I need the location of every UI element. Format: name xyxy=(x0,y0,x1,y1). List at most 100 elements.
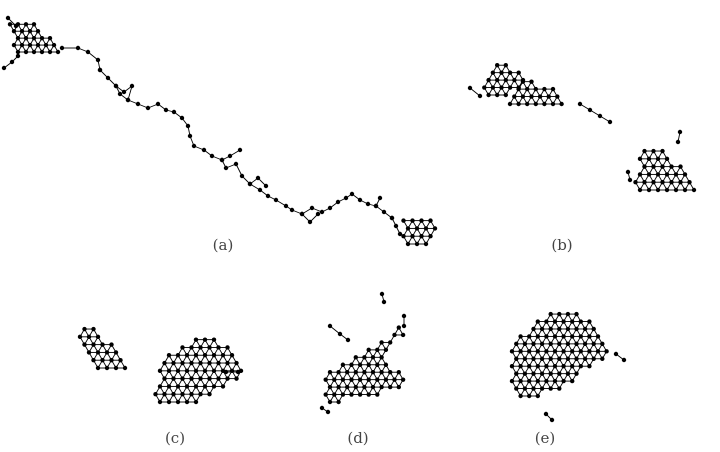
site-node xyxy=(325,409,331,415)
site-node xyxy=(357,377,363,382)
site-node xyxy=(157,368,163,374)
site-node xyxy=(235,369,241,375)
site-node xyxy=(557,386,562,391)
site-node xyxy=(225,360,230,366)
site-node xyxy=(633,180,638,185)
site-node xyxy=(219,157,225,163)
site-node xyxy=(467,85,473,91)
caption-e: (e) xyxy=(534,429,556,447)
site-node xyxy=(155,101,161,107)
site-node xyxy=(544,364,549,369)
site-node xyxy=(247,181,253,187)
site-node xyxy=(273,197,279,203)
site-node xyxy=(223,369,229,375)
site-node xyxy=(477,93,483,99)
site-node xyxy=(514,386,519,391)
site-node xyxy=(423,241,429,247)
site-node xyxy=(655,172,661,177)
site-node xyxy=(514,371,519,376)
site-node xyxy=(535,349,540,354)
site-node xyxy=(162,360,167,366)
site-node xyxy=(375,347,380,353)
site-node xyxy=(533,101,538,107)
site-node xyxy=(577,101,583,107)
site-node xyxy=(370,355,376,360)
site-node xyxy=(613,351,619,357)
site-node xyxy=(559,101,564,107)
site-node xyxy=(419,234,424,239)
site-node xyxy=(125,97,131,103)
site-node xyxy=(175,368,181,374)
site-node xyxy=(184,353,190,358)
lattice-nodes xyxy=(77,326,128,371)
site-node xyxy=(597,113,603,119)
site-node xyxy=(193,353,199,358)
site-node xyxy=(518,334,523,339)
site-node xyxy=(7,22,13,27)
site-node xyxy=(381,299,387,305)
site-node xyxy=(675,139,681,145)
site-node xyxy=(75,45,81,51)
site-node xyxy=(604,349,609,354)
site-node xyxy=(507,101,513,107)
site-node xyxy=(377,195,383,201)
site-node xyxy=(673,187,679,193)
site-node xyxy=(198,360,203,366)
site-node xyxy=(582,341,588,347)
site-node xyxy=(383,347,389,353)
site-node xyxy=(537,94,543,99)
site-node xyxy=(216,376,221,381)
site-node xyxy=(432,226,438,231)
lattice-nodes xyxy=(319,291,407,415)
site-node xyxy=(531,356,536,361)
site-node xyxy=(557,311,562,317)
site-node xyxy=(211,368,217,374)
site-node xyxy=(381,209,387,215)
site-node xyxy=(516,86,521,92)
site-node xyxy=(189,360,194,366)
site-node xyxy=(642,164,647,169)
site-node xyxy=(104,350,110,355)
site-node xyxy=(211,337,217,342)
site-node xyxy=(531,341,536,347)
site-node xyxy=(535,364,540,369)
site-node xyxy=(522,341,528,347)
site-node xyxy=(283,203,289,209)
site-node xyxy=(47,49,53,55)
site-node xyxy=(664,172,670,177)
site-node xyxy=(595,349,601,354)
site-node xyxy=(31,35,37,41)
site-node xyxy=(625,169,631,175)
site-node xyxy=(91,358,96,363)
site-node xyxy=(503,92,508,98)
site-node xyxy=(340,377,346,382)
site-node xyxy=(95,365,101,371)
site-node xyxy=(518,364,523,369)
site-node xyxy=(687,180,692,185)
site-node xyxy=(100,358,105,363)
site-node xyxy=(109,342,114,347)
site-node xyxy=(379,340,384,345)
site-node xyxy=(180,360,185,366)
site-node xyxy=(193,368,199,374)
site-node xyxy=(265,193,271,199)
site-node xyxy=(145,105,151,111)
site-node xyxy=(565,326,571,332)
site-node xyxy=(95,57,101,63)
site-node xyxy=(35,29,41,34)
cluster-c xyxy=(77,326,244,405)
site-node xyxy=(43,42,49,48)
site-node xyxy=(109,358,114,363)
site-node xyxy=(202,337,208,342)
site-node xyxy=(520,94,526,99)
site-node xyxy=(503,77,508,83)
site-node xyxy=(323,392,328,397)
site-node xyxy=(180,345,185,350)
site-node xyxy=(309,205,315,211)
site-node xyxy=(561,319,566,324)
site-node xyxy=(527,349,532,354)
site-node xyxy=(503,63,508,68)
site-node xyxy=(482,85,487,90)
site-node xyxy=(366,362,371,367)
site-node xyxy=(122,365,128,371)
